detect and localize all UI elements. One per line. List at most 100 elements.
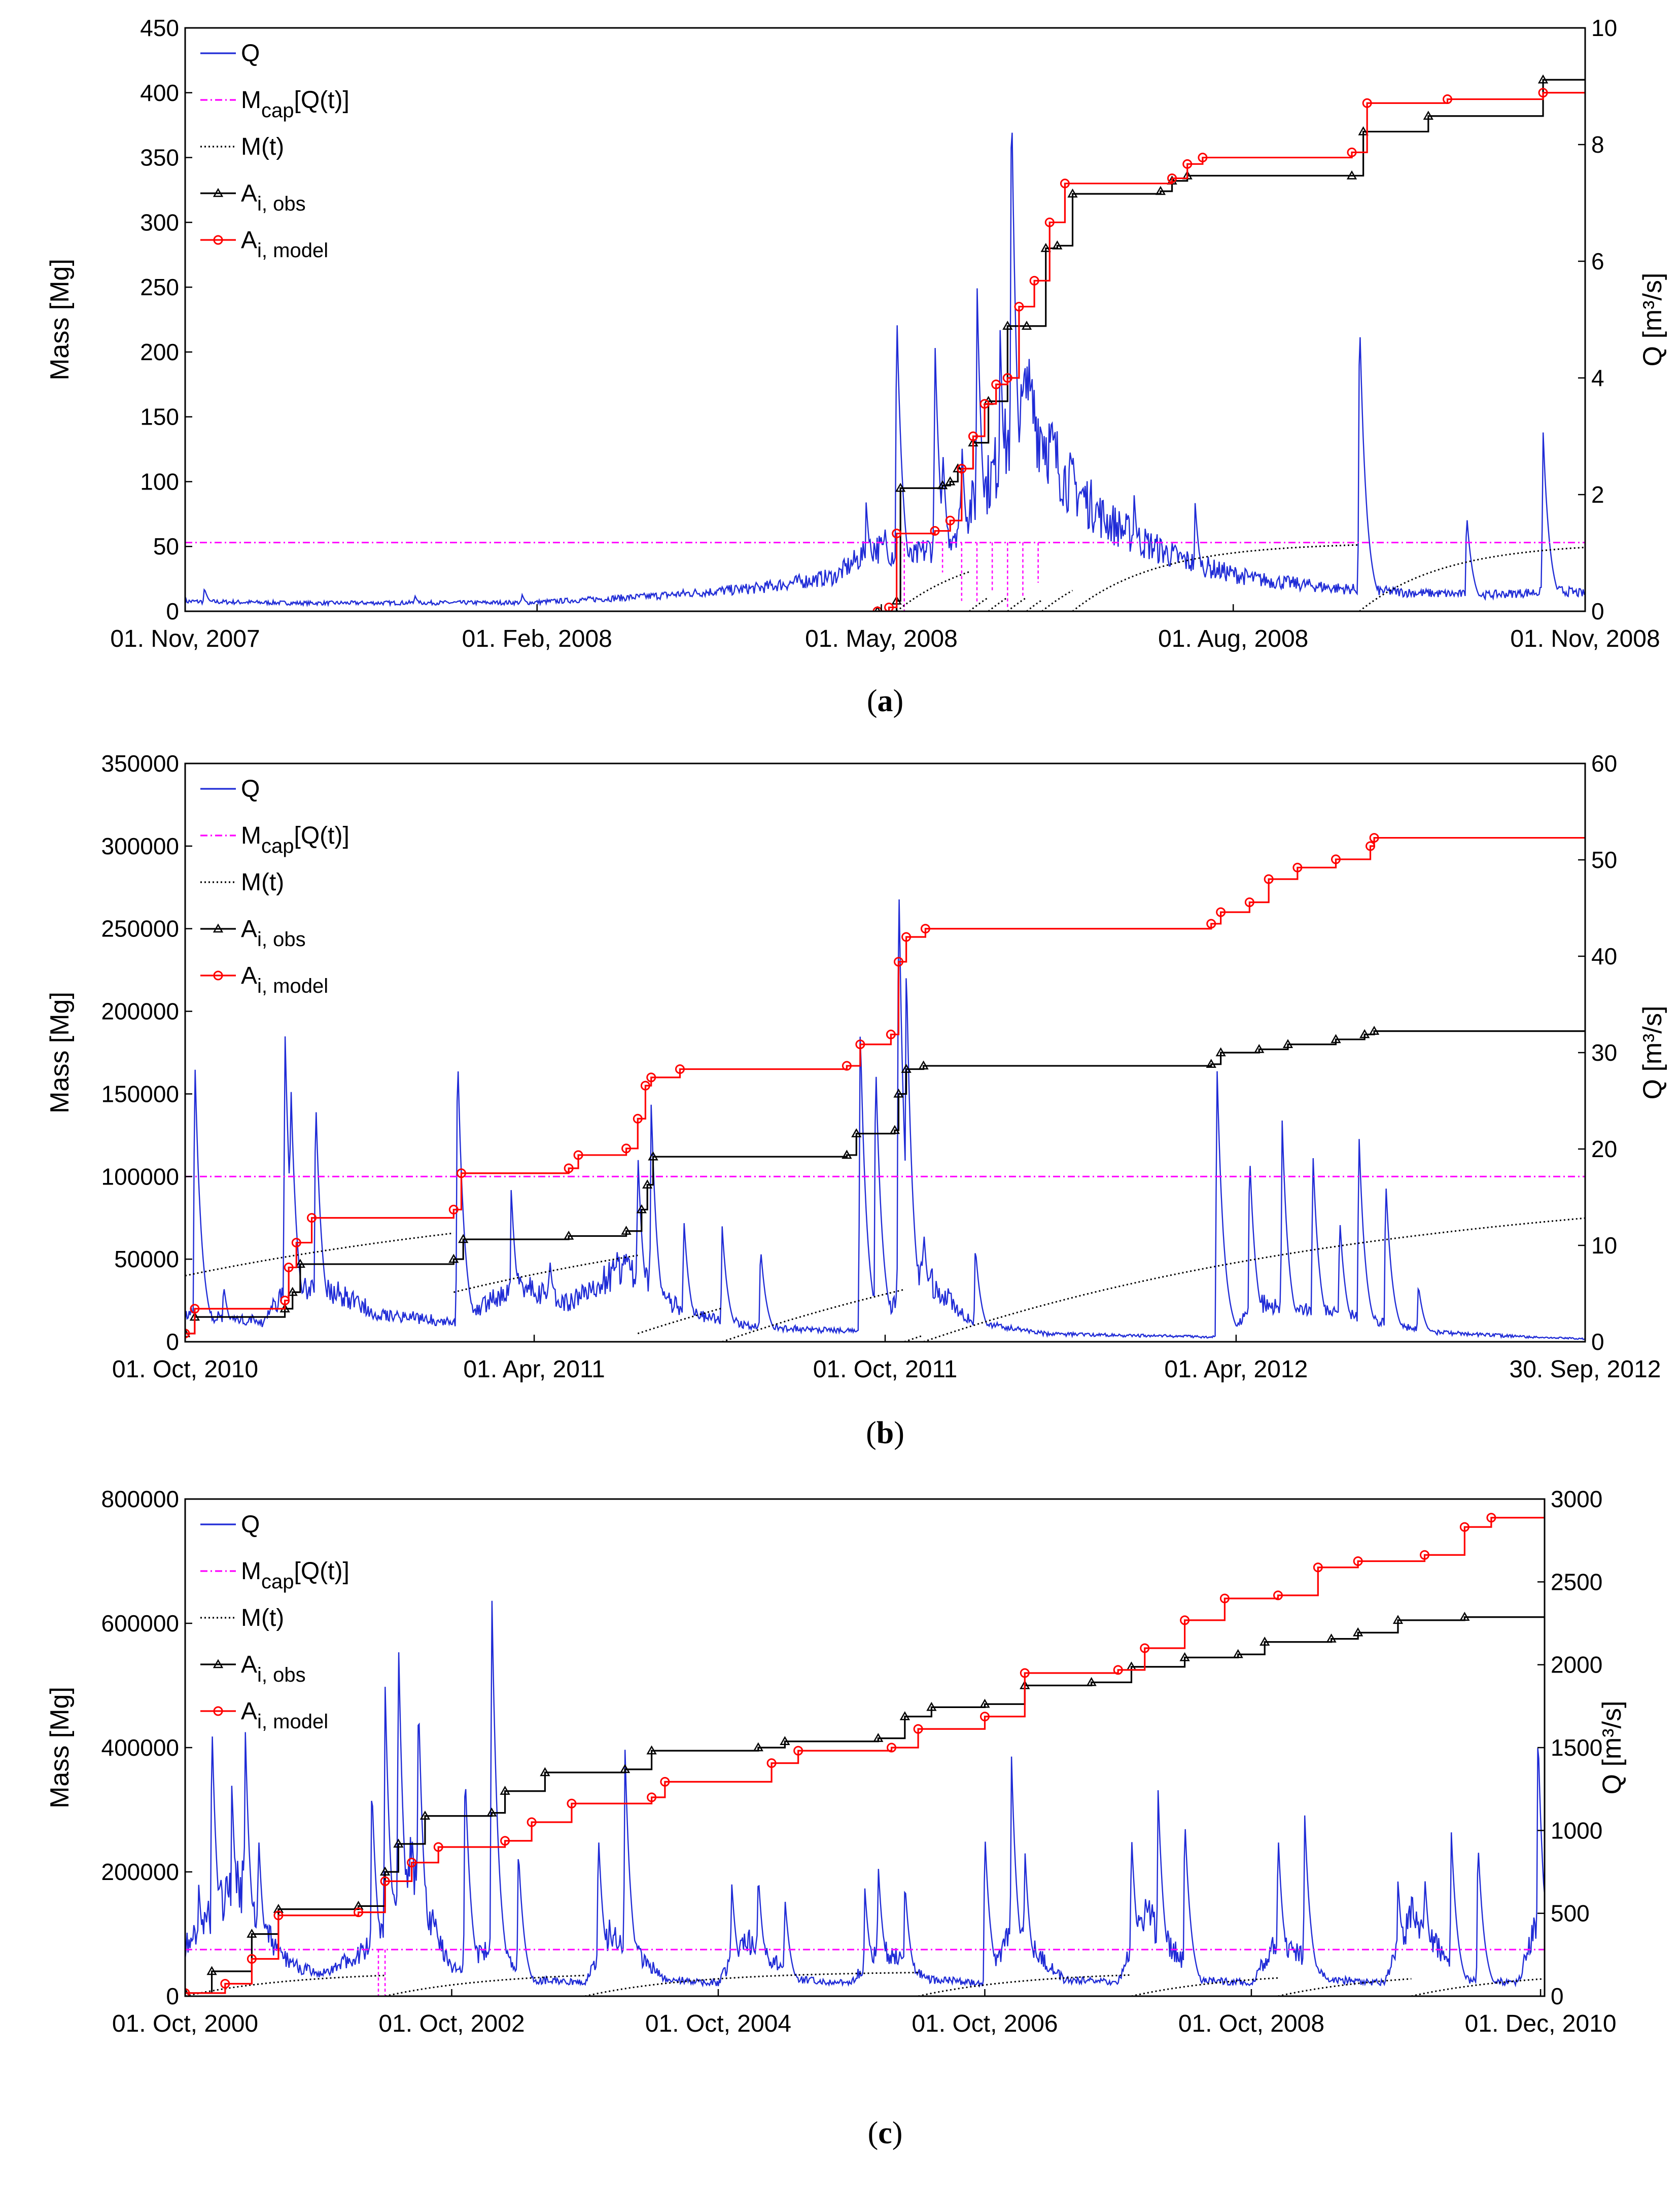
panel-b: 0 50000 100000 150000 200000 250000 300000 3500…: [45, 750, 1667, 1450]
amodel-marker: [1180, 1615, 1190, 1625]
aobs-marker: [642, 1179, 653, 1189]
aobs-marker: [353, 1900, 364, 1910]
series-m-curve-2: [584, 1971, 919, 1996]
right-tick-label: 0: [1591, 1329, 1604, 1355]
amodel-marker: [979, 399, 990, 409]
x-tick-label: 01. Nov, 2008: [1510, 625, 1660, 652]
right-tick-label: 2500: [1551, 1569, 1602, 1595]
left-tick-label: 350000: [101, 750, 180, 777]
amodel-marker: [1206, 919, 1216, 929]
amodel-marker: [456, 1168, 466, 1178]
aobs-marker: [419, 1811, 431, 1820]
amodel-marker: [1002, 373, 1012, 383]
panel-caption: (a): [867, 684, 903, 718]
amodel-marker: [1459, 1522, 1469, 1532]
left-tick-label: 250000: [101, 916, 180, 942]
amodel-marker: [1331, 854, 1341, 864]
left-tick-label: 50000: [114, 1246, 179, 1272]
left-axis-label: Mass [Mg]: [45, 259, 75, 380]
aobs-marker: [1259, 1637, 1270, 1646]
amodel-marker: [1353, 1556, 1363, 1566]
legend-label-m: M(t): [241, 1605, 284, 1631]
series-m-curve-2: [637, 1307, 723, 1335]
left-axis-label: Mass [Mg]: [45, 992, 75, 1113]
aobs-marker: [648, 1151, 658, 1161]
aobs-marker: [1369, 1026, 1380, 1035]
x-tick-label: 01. Oct, 2000: [112, 2010, 258, 2037]
amodel-marker: [284, 1262, 294, 1272]
panel-c: 0 200000 400000 600000 800000 0 500 1000 1500 200…: [45, 1486, 1627, 2150]
amodel-marker: [1182, 159, 1193, 169]
left-tick-label: 150: [140, 404, 179, 430]
series-m-curve-2: [988, 597, 1008, 611]
aobs-marker: [893, 1088, 904, 1098]
amodel-marker: [957, 464, 967, 474]
amodel-marker: [920, 924, 930, 934]
x-tick-label: 30. Sep, 2012: [1510, 1356, 1661, 1383]
legend-marker: [213, 1706, 223, 1716]
x-tick-label: 01. Oct, 2002: [378, 2010, 524, 2037]
right-tick-label: 10: [1591, 15, 1617, 41]
right-tick-label: 500: [1551, 1900, 1590, 1927]
amodel-marker: [407, 1858, 417, 1868]
amodel-marker: [1420, 1550, 1430, 1560]
amodel-marker: [1366, 841, 1376, 851]
aobs-marker: [1353, 1627, 1363, 1637]
right-axis-label: Q [m³/s]: [1638, 1006, 1667, 1100]
x-tick-label: 01. Oct, 2008: [1178, 2010, 1324, 2037]
aobs-marker: [1215, 1047, 1226, 1057]
series-aobs-line: [877, 79, 1585, 611]
aobs-marker: [780, 1736, 790, 1745]
series-amodel-line: [185, 1499, 1545, 1994]
legend-marker: [213, 235, 223, 245]
aobs-marker: [540, 1767, 550, 1777]
x-tick-label: 01. Apr, 2011: [463, 1356, 605, 1383]
series-m-curve-3: [722, 1289, 905, 1342]
amodel-marker: [1113, 1665, 1123, 1675]
aobs-marker: [1326, 1633, 1337, 1643]
aobs-marker: [945, 476, 956, 485]
aobs-marker: [842, 1150, 852, 1159]
left-tick-label: 0: [166, 1329, 179, 1355]
aobs-marker: [918, 1060, 929, 1070]
amodel-marker: [185, 1988, 190, 1996]
amodel-marker: [573, 1150, 583, 1160]
amodel-marker: [884, 602, 894, 611]
aobs-marker: [953, 463, 963, 473]
series-m-curve-3: [918, 1974, 1132, 1996]
left-tick-label: 400000: [101, 1734, 180, 1761]
right-tick-label: 2: [1591, 481, 1604, 508]
aobs-marker: [393, 1838, 404, 1848]
aobs-marker: [295, 1259, 306, 1268]
left-tick-label: 200000: [101, 1859, 180, 1885]
x-tick-label: 01. Nov, 2007: [110, 625, 260, 652]
aobs-marker: [1021, 321, 1032, 330]
left-tick-label: 800000: [101, 1486, 180, 1512]
series-q-line: [185, 899, 1585, 1340]
series-q-line: [185, 132, 1585, 608]
aobs-marker: [636, 1204, 647, 1213]
legend-marker: [213, 1659, 224, 1668]
x-tick-label: 01. Oct, 2006: [912, 2010, 1058, 2037]
aobs-marker: [564, 1231, 574, 1240]
aobs-marker: [287, 1286, 298, 1296]
aobs-marker: [1086, 1677, 1097, 1686]
aobs-marker: [1155, 186, 1166, 195]
right-tick-label: 60: [1591, 750, 1617, 777]
series-aobs-line: [185, 1030, 1585, 1335]
amodel-marker: [660, 1777, 670, 1787]
series-m-curve-4: [1026, 599, 1043, 611]
amodel-marker: [500, 1836, 510, 1846]
amodel-marker: [1443, 94, 1453, 105]
amodel-marker: [640, 1081, 650, 1091]
aobs-marker: [1346, 170, 1357, 180]
aobs-marker: [1067, 188, 1078, 198]
legend-label-aobs: Ai, obs: [241, 180, 306, 215]
series-amodel-line: [877, 92, 1585, 611]
amodel-marker: [633, 1113, 643, 1124]
legend-label-mcap: Mcap[Q(t)]: [241, 1558, 349, 1593]
right-tick-label: 8: [1591, 131, 1604, 158]
right-axis-label: Q [m³/s]: [1638, 273, 1667, 367]
left-tick-label: 100: [140, 468, 179, 495]
aobs-marker: [1359, 1029, 1370, 1038]
